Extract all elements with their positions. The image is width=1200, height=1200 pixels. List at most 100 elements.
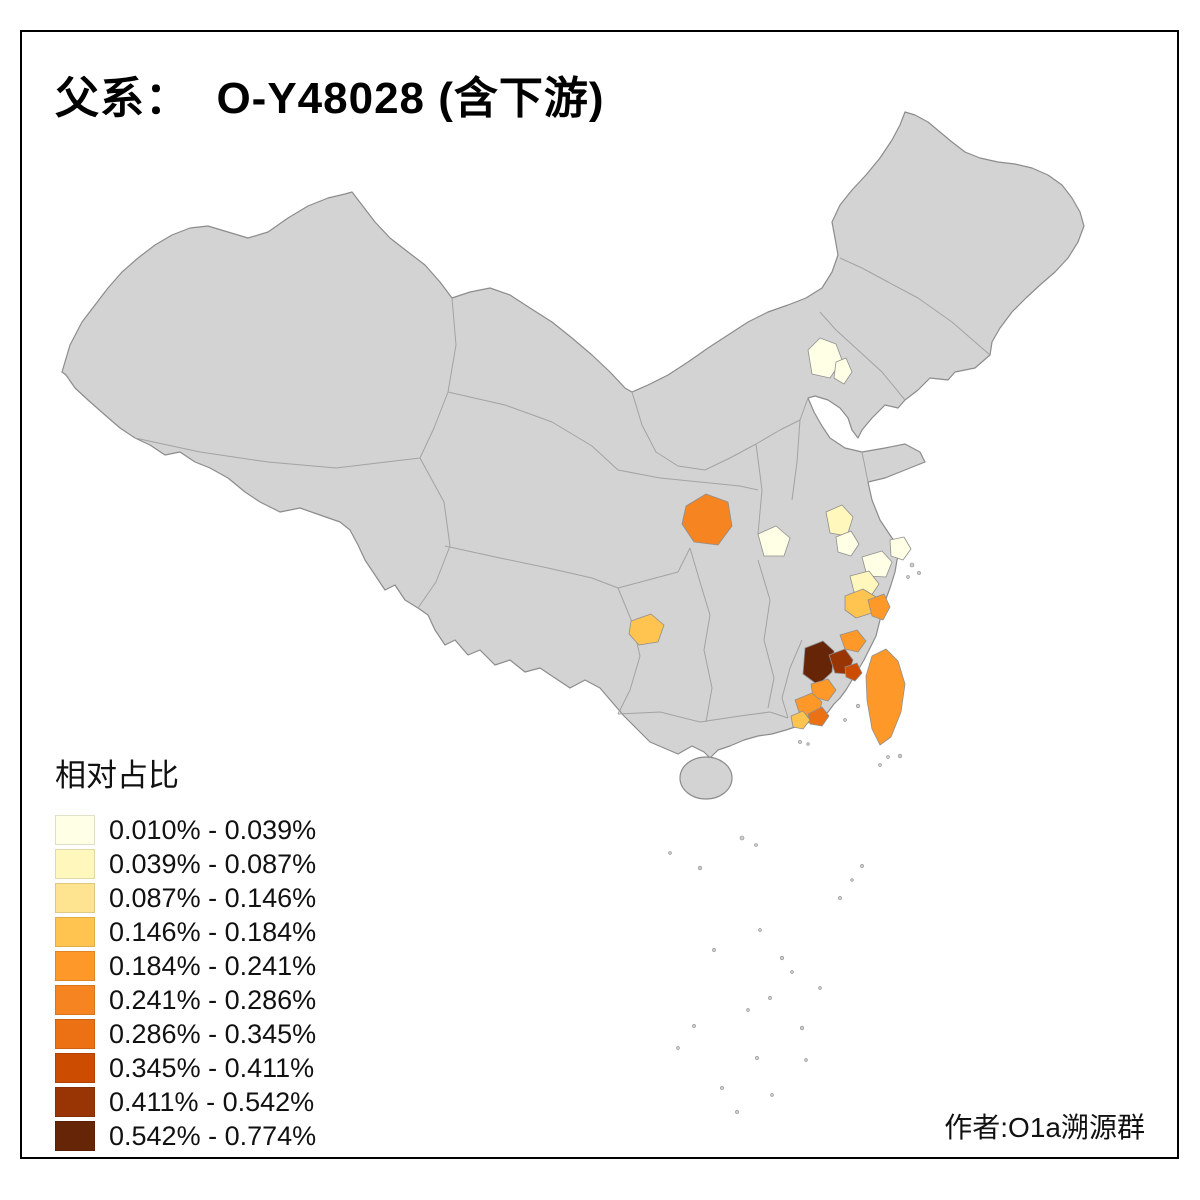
legend-label: 0.411% - 0.542% bbox=[109, 1086, 315, 1117]
map-legend: 相对占比 0.010% - 0.039% 0.039% - 0.087% 0.0… bbox=[55, 750, 316, 1153]
island-speck bbox=[897, 753, 903, 759]
legend-item: 0.345% - 0.411% bbox=[55, 1051, 316, 1085]
map-region-highlight bbox=[867, 593, 891, 621]
province-boundary bbox=[781, 639, 803, 719]
highlight-regions bbox=[628, 337, 912, 746]
province-boundary bbox=[839, 257, 991, 356]
island-speck bbox=[878, 763, 882, 767]
legend-swatch bbox=[55, 917, 95, 947]
legend-label: 0.087% - 0.146% bbox=[109, 882, 317, 913]
province-boundary bbox=[755, 443, 763, 535]
map-region-highlight bbox=[839, 629, 867, 653]
island-speck bbox=[906, 575, 910, 579]
island-speck bbox=[755, 1056, 759, 1060]
map-region-highlight bbox=[849, 570, 880, 597]
province-boundary bbox=[447, 391, 619, 471]
map-region-highlight bbox=[889, 536, 912, 561]
legend-swatch bbox=[55, 1121, 95, 1151]
island-speck bbox=[668, 851, 672, 855]
taiwan-region bbox=[865, 648, 906, 746]
legend-label: 0.010% - 0.039% bbox=[109, 814, 317, 845]
legend-item: 0.087% - 0.146% bbox=[55, 881, 316, 915]
map-region-highlight bbox=[825, 504, 854, 537]
province-boundary bbox=[819, 311, 906, 401]
legend-swatch bbox=[55, 815, 95, 845]
province-boundary bbox=[617, 587, 641, 715]
island-speck bbox=[838, 896, 842, 900]
map-region-highlight bbox=[790, 710, 811, 730]
legend-label: 0.345% - 0.411% bbox=[109, 1052, 315, 1083]
province-boundary bbox=[617, 547, 691, 589]
province-boundary bbox=[134, 437, 421, 469]
island-speck bbox=[886, 755, 890, 759]
island-speck bbox=[917, 571, 921, 575]
legend-swatch bbox=[55, 1019, 95, 1049]
legend-item: 0.039% - 0.087% bbox=[55, 847, 316, 881]
map-region-highlight bbox=[807, 706, 830, 727]
island-speck bbox=[758, 928, 762, 932]
legend-item: 0.542% - 0.774% bbox=[55, 1119, 316, 1153]
map-region-highlight bbox=[802, 640, 835, 686]
province-boundary bbox=[444, 545, 619, 589]
legend-item: 0.010% - 0.039% bbox=[55, 813, 316, 847]
island-speck bbox=[720, 1086, 724, 1090]
legend-title: 相对占比 bbox=[55, 758, 179, 793]
island-speck bbox=[850, 878, 854, 882]
island-speck bbox=[770, 1093, 774, 1097]
legend-label: 0.241% - 0.286% bbox=[109, 984, 317, 1015]
page-title: 父系： O-Y48028 (含下游) bbox=[55, 74, 605, 123]
map-region-highlight bbox=[835, 530, 860, 557]
island-speck bbox=[855, 703, 861, 709]
legend-item: 0.286% - 0.345% bbox=[55, 1017, 316, 1051]
map-region-highlight bbox=[628, 613, 665, 646]
island-speck bbox=[818, 986, 822, 990]
island-speck bbox=[739, 835, 745, 841]
island-speck bbox=[804, 1058, 808, 1062]
island-speck bbox=[754, 843, 758, 847]
island-speck bbox=[779, 955, 785, 961]
province-boundary bbox=[757, 559, 775, 709]
map-region-highlight bbox=[681, 493, 733, 546]
legend-swatch bbox=[55, 849, 95, 879]
map-region-highlight bbox=[844, 662, 863, 682]
map-region-highlight bbox=[833, 357, 853, 385]
legend-label: 0.286% - 0.345% bbox=[109, 1018, 317, 1049]
island-speck bbox=[860, 864, 864, 868]
island-speck bbox=[806, 742, 810, 746]
china-basemap bbox=[61, 111, 1085, 800]
legend-label: 0.184% - 0.241% bbox=[109, 950, 317, 981]
province-boundaries bbox=[134, 257, 991, 723]
legend-swatch bbox=[55, 951, 95, 981]
province-boundary bbox=[417, 457, 451, 609]
legend-item: 0.146% - 0.184% bbox=[55, 915, 316, 949]
province-boundary bbox=[617, 711, 789, 723]
island-speck bbox=[712, 948, 716, 952]
province-boundary bbox=[791, 419, 801, 501]
island-speck bbox=[768, 996, 772, 1000]
province-boundary bbox=[861, 451, 869, 483]
island-speck bbox=[790, 970, 794, 974]
legend-label: 0.542% - 0.774% bbox=[109, 1120, 317, 1151]
legend-item: 0.241% - 0.286% bbox=[55, 983, 316, 1017]
province-boundary bbox=[617, 469, 759, 491]
legend-label: 0.146% - 0.184% bbox=[109, 916, 317, 947]
sea-island-specks bbox=[668, 562, 921, 1114]
island-speck bbox=[692, 1024, 696, 1028]
island-speck bbox=[746, 1008, 750, 1012]
legend-swatch bbox=[55, 1087, 95, 1117]
island-speck bbox=[798, 740, 802, 744]
island-speck bbox=[697, 865, 703, 871]
author-credit: 作者:O1a溯源群 bbox=[944, 1112, 1145, 1143]
legend-swatch bbox=[55, 883, 95, 913]
province-boundary bbox=[631, 391, 809, 471]
island-speck bbox=[909, 562, 915, 568]
legend-swatch bbox=[55, 1053, 95, 1083]
island-speck bbox=[843, 718, 847, 722]
hainan-island bbox=[679, 756, 733, 800]
map-region-highlight bbox=[757, 525, 791, 557]
island-speck bbox=[735, 1110, 739, 1114]
province-boundary bbox=[689, 547, 713, 723]
legend-item: 0.411% - 0.542% bbox=[55, 1085, 316, 1119]
